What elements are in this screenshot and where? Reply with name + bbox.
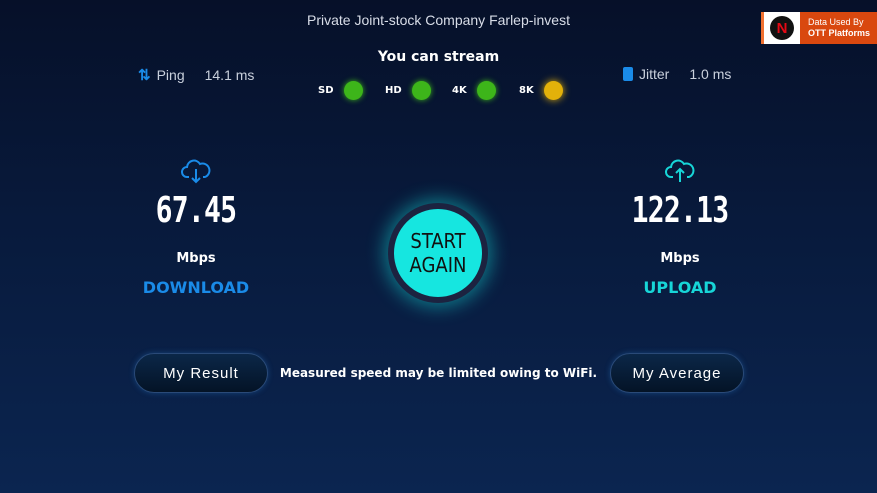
ping-value: 14.1 ms	[204, 67, 255, 83]
jitter-label: Jitter	[639, 66, 670, 82]
start-again-button[interactable]: START AGAIN	[388, 203, 488, 303]
ping-metric: ⇅ Ping 14.1 ms	[138, 66, 254, 84]
start-line1: START	[410, 229, 466, 253]
upload-panel: 122.13 Mbps UPLOAD	[610, 158, 750, 297]
quality-sd: SD	[318, 81, 385, 100]
start-line2: AGAIN	[409, 253, 467, 277]
ping-label: Ping	[156, 67, 185, 83]
download-value: 67.45	[155, 190, 237, 231]
status-dot	[411, 81, 431, 100]
wifi-note: Measured speed may be limited owing to W…	[279, 366, 598, 380]
isp-name: Private Joint-stock Company Farlep-inves…	[307, 12, 570, 28]
quality-hd: HD	[385, 81, 452, 100]
jitter-metric: Jitter 1.0 ms	[623, 66, 731, 82]
badge-line2: OTT Platforms	[808, 28, 871, 38]
upload-unit: Mbps	[660, 251, 700, 266]
quality-4k: 4K	[452, 81, 519, 100]
upload-label: UPLOAD	[643, 278, 717, 297]
my-average-button[interactable]: My Average	[610, 353, 744, 393]
download-panel: 67.45 Mbps DOWNLOAD	[126, 158, 266, 297]
ott-badge: N Data Used By OTT Platforms	[761, 12, 877, 44]
status-dot	[543, 81, 563, 100]
upload-value: 122.13	[631, 190, 730, 231]
badge-line1: Data Used By	[808, 17, 864, 27]
jitter-icon	[623, 67, 633, 81]
download-unit: Mbps	[176, 251, 216, 266]
status-dot	[476, 81, 496, 100]
arrows-updown-icon: ⇅	[138, 67, 151, 84]
jitter-value: 1.0 ms	[689, 66, 732, 82]
quality-8k: 8K	[519, 81, 586, 100]
stream-qualities: SD HD 4K 8K	[318, 81, 586, 100]
cloud-upload-icon	[610, 158, 750, 188]
download-label: DOWNLOAD	[142, 278, 250, 297]
cloud-download-icon	[126, 158, 266, 188]
status-dot	[343, 81, 363, 100]
netflix-logo: N	[764, 12, 800, 44]
stream-title: You can stream	[377, 49, 500, 65]
my-result-button[interactable]: My Result	[134, 353, 268, 393]
